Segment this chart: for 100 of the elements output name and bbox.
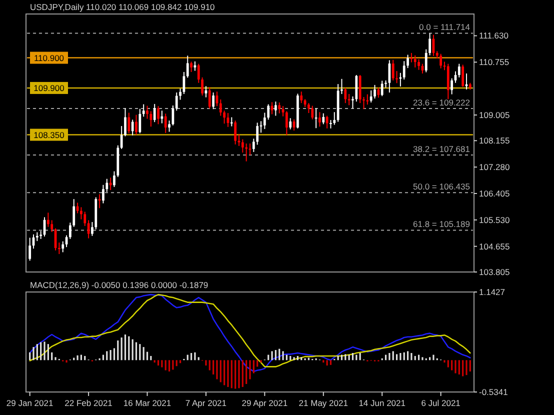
candlestick: [450, 78, 454, 95]
y-tick-label: 110.755: [479, 57, 510, 68]
candlestick: [352, 96, 354, 110]
candlestick: [263, 112, 266, 130]
y-tick-label: 1.1427: [479, 287, 506, 297]
candlestick: [396, 70, 398, 84]
x-tick-label: 16 Mar 2021: [123, 398, 172, 408]
candlestick: [440, 53, 442, 69]
x-tick-label: 6 Jul 2021: [421, 398, 461, 408]
candlestick: [241, 138, 244, 154]
candlestick: [128, 112, 130, 134]
candlestick: [223, 110, 226, 124]
candlestick: [333, 112, 336, 126]
candlestick: [374, 84, 376, 100]
candlestick: [135, 114, 138, 136]
candlestick: [138, 108, 142, 134]
candlestick: [392, 59, 394, 81]
candlestick: [230, 116, 233, 127]
candlestick: [267, 104, 270, 120]
x-tick-label: 29 Apr 2021: [242, 398, 288, 408]
candlestick: [46, 212, 50, 228]
candlestick: [300, 91, 303, 104]
ref-line-label: 38.2 = 107.681: [413, 144, 470, 154]
y-tick-label: 104.655: [479, 241, 510, 252]
x-tick-label: 14 Jun 2021: [358, 398, 406, 408]
candlestick: [318, 112, 321, 128]
candlestick: [234, 120, 237, 145]
ref-line-label: 108.350: [34, 130, 65, 140]
ref-line-label: 0.0 = 111.714: [419, 22, 470, 32]
candlestick: [308, 102, 310, 114]
chart-title: MACD(12,26,9) -0.0050 0.1396 0.0000 -0.1879: [30, 280, 208, 290]
candlestick: [358, 74, 362, 104]
candlestick: [142, 104, 145, 118]
y-tick-label: 105.530: [479, 214, 510, 225]
candlestick: [462, 64, 464, 88]
candlestick: [370, 90, 372, 103]
ref-line-label: 61.8 = 105.189: [413, 219, 470, 230]
candlestick: [311, 105, 314, 120]
candlestick: [256, 122, 259, 146]
candlestick: [146, 105, 148, 120]
candlestick: [84, 211, 86, 226]
candlestick: [458, 63, 460, 78]
candlestick: [274, 101, 277, 116]
candlestick: [113, 170, 116, 188]
candlestick: [175, 92, 178, 112]
candlestick: [208, 86, 211, 110]
y-tick-label: 109.005: [479, 110, 510, 120]
candlestick: [157, 106, 160, 125]
candlestick: [428, 32, 431, 56]
candlestick: [69, 222, 72, 240]
ref-line-label: 110.900: [34, 52, 64, 63]
candlestick: [102, 184, 104, 204]
candlestick: [91, 222, 94, 236]
candlestick: [190, 61, 192, 72]
candlestick: [28, 237, 32, 262]
y-tick-label: 103.805: [479, 267, 510, 277]
candlestick: [179, 88, 182, 100]
candlestick: [201, 76, 204, 96]
candlestick: [212, 92, 214, 110]
candlestick: [219, 98, 222, 116]
candlestick: [362, 96, 365, 110]
candlestick: [252, 138, 255, 152]
candlestick: [131, 119, 134, 136]
candlestick: [322, 112, 325, 125]
candlestick: [366, 94, 369, 106]
candlestick: [153, 103, 156, 123]
candlestick: [414, 54, 416, 68]
candlestick: [197, 63, 200, 84]
candlestick: [58, 242, 60, 255]
candlestick: [72, 198, 76, 228]
y-tick-label: 111.630: [479, 30, 509, 41]
candlestick: [164, 113, 167, 134]
ref-line-label: 23.6 = 109.222: [413, 97, 470, 108]
candlestick: [344, 87, 347, 104]
candlestick: [160, 110, 164, 124]
candlestick: [106, 178, 108, 192]
chart-title: USDJPY,Daily 110.020 110.069 109.842 109.910: [30, 2, 216, 12]
candlestick: [186, 55, 189, 78]
candlestick: [418, 58, 420, 70]
candlestick: [406, 54, 409, 69]
ref-line-label: 50.0 = 106.435: [413, 182, 470, 192]
y-tick-label: 107.280: [479, 162, 510, 172]
candlestick: [348, 94, 350, 106]
candlestick: [80, 206, 82, 220]
candlestick: [289, 118, 292, 130]
candlestick: [286, 110, 288, 136]
candlestick: [380, 80, 384, 97]
candlestick: [355, 74, 358, 102]
y-tick-label: 108.155: [479, 136, 510, 146]
x-tick-label: 7 Apr 2021: [185, 398, 227, 408]
candlestick: [278, 102, 281, 114]
y-tick-label: 106.405: [479, 188, 510, 198]
candlestick: [326, 115, 328, 129]
candlestick: [402, 60, 406, 80]
candlestick: [62, 240, 64, 253]
candlestick: [388, 60, 391, 93]
ref-line-label: 109.900: [34, 83, 65, 94]
x-tick-label: 22 Feb 2021: [64, 398, 113, 408]
y-tick-label: -0.5341: [479, 387, 508, 397]
candlestick: [424, 48, 428, 73]
